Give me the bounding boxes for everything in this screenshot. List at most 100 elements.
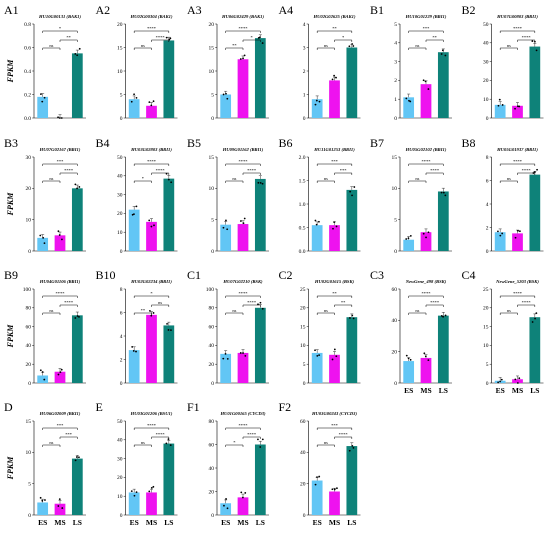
y-tick-label: 2 xyxy=(120,357,123,363)
y-tick-label: 100 xyxy=(206,287,215,293)
y-tick-label: 30 xyxy=(483,59,489,65)
data-point xyxy=(222,93,225,96)
sig-label: ** xyxy=(341,300,346,305)
data-point xyxy=(442,191,445,194)
data-point xyxy=(318,354,321,357)
y-tick-label: 5 xyxy=(211,92,214,98)
data-point xyxy=(78,47,81,50)
bar-es xyxy=(128,99,140,118)
bar-es xyxy=(37,96,49,118)
panel-title: HU04G01106 (BRI1) xyxy=(39,279,81,284)
data-point xyxy=(407,357,410,360)
data-point xyxy=(535,49,538,52)
x-tick-label: ES xyxy=(496,386,505,395)
bar-es xyxy=(494,104,506,118)
data-point xyxy=(130,490,133,493)
data-point xyxy=(500,378,503,381)
y-tick-label: 0 xyxy=(28,513,31,519)
y-tick-label: 4 xyxy=(303,22,306,28)
sig-label: ns xyxy=(49,43,53,48)
data-point xyxy=(335,355,338,358)
panel-a1: A1 HU10G00131 (BAK1) FPKM 0.0 0.2 0.4 0.6 0.8 ns… xyxy=(4,3,86,122)
data-point xyxy=(499,380,502,383)
data-point xyxy=(422,79,425,82)
sig-label: ns xyxy=(49,308,53,313)
sig-label: **** xyxy=(339,432,349,437)
sig-label: ** xyxy=(232,43,237,48)
y-tick-label: 1 xyxy=(394,97,397,103)
bar-ls xyxy=(71,458,83,515)
data-point xyxy=(331,78,334,81)
y-axis-label: FPKM xyxy=(6,324,15,349)
data-point xyxy=(170,181,173,184)
x-tick-label: ES xyxy=(313,518,322,527)
data-point xyxy=(61,507,64,509)
y-tick-label: 0.2 xyxy=(24,92,31,98)
y-tick-label: 4 xyxy=(120,334,123,340)
data-point xyxy=(318,100,321,103)
y-tick-label: 30 xyxy=(26,155,32,161)
y-axis-label: FPKM xyxy=(6,192,15,217)
y-tick-label: 30 xyxy=(117,456,123,462)
panel-label: B7 xyxy=(370,136,384,150)
data-point xyxy=(499,234,502,237)
y-tick-label: 10 xyxy=(300,343,306,349)
data-point xyxy=(405,97,408,100)
bar-ms xyxy=(329,225,340,251)
data-point xyxy=(165,172,168,175)
data-point xyxy=(427,88,430,90)
sig-label: ns xyxy=(141,440,145,445)
y-tick-label: 80 xyxy=(209,419,215,425)
panel-d: D HU06G02009 (BKI1) FPKM 0 5 10 15 ES MS LS ns ****… xyxy=(4,400,86,527)
panel-label: C3 xyxy=(370,268,384,282)
data-point xyxy=(170,329,172,332)
y-tick-label: 0 xyxy=(486,116,489,122)
bar-es xyxy=(128,209,140,251)
sig-label: ** xyxy=(432,35,437,40)
bar-es xyxy=(403,97,415,118)
bar-es xyxy=(220,94,232,118)
panel-c3: C3 NewGene_498 (BSK) 0 20 40 60 ES MS LS ns **** **… xyxy=(370,268,452,395)
data-point xyxy=(261,307,264,310)
bar-ms xyxy=(237,497,249,515)
bar-ls xyxy=(71,53,83,118)
y-tick-label: 0 xyxy=(394,116,397,122)
data-point xyxy=(535,312,538,315)
data-point xyxy=(169,37,172,40)
data-point xyxy=(150,104,153,107)
y-tick-label: 40 xyxy=(209,343,215,349)
data-point xyxy=(150,225,153,228)
panel-c2: C2 HU02G01615 (BSK) 0 5 10 15 20 25 ns ** ** xyxy=(279,268,361,387)
sig-label: **** xyxy=(147,26,157,31)
panel-label: D xyxy=(4,400,13,414)
data-point xyxy=(318,220,320,223)
data-point xyxy=(135,96,138,99)
bar-es xyxy=(37,375,49,383)
y-tick-label: 40 xyxy=(26,343,32,349)
bar-ms xyxy=(146,314,157,383)
data-point xyxy=(150,314,153,317)
y-tick-label: 5 xyxy=(394,217,397,223)
x-tick-label: MS xyxy=(237,518,248,527)
sig-label: **** xyxy=(64,300,74,305)
sig-label: ns xyxy=(49,176,53,181)
bar-ms xyxy=(420,232,432,251)
data-point xyxy=(60,368,63,371)
data-point xyxy=(351,314,354,317)
data-point xyxy=(223,504,225,507)
y-tick-label: 60 xyxy=(209,324,215,330)
panel-b1: B1 HU10G01229 (BRI1) 0 1 2 3 4 5 ns ***** xyxy=(370,3,452,122)
data-point xyxy=(244,354,247,357)
y-tick-label: 0.4 xyxy=(24,69,31,75)
data-point xyxy=(427,231,430,234)
data-point xyxy=(41,499,44,502)
data-point xyxy=(349,190,352,193)
bar-es xyxy=(220,224,232,251)
data-point xyxy=(244,492,247,494)
panel-title: HU06G02009 (BKI1) xyxy=(39,411,81,416)
data-point xyxy=(78,456,80,459)
sig-label: ns xyxy=(324,308,328,313)
data-point xyxy=(333,348,336,351)
y-tick-label: 5 xyxy=(120,92,123,98)
